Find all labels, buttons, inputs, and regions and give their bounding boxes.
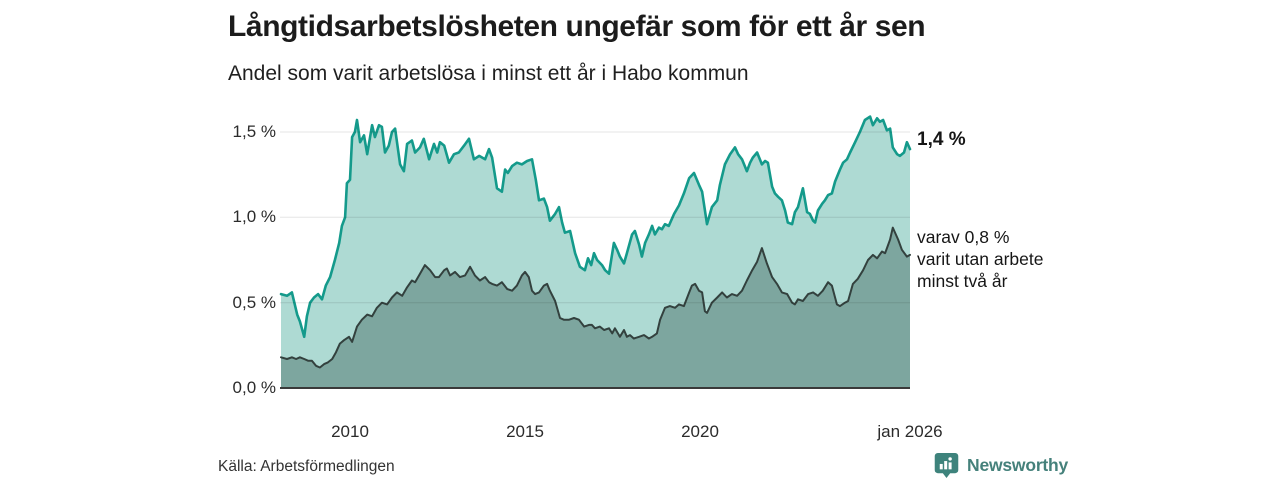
y-tick-0-5: 0,5 %: [232, 293, 276, 312]
chart-title: Långtidsarbetslösheten ungefär som för e…: [228, 10, 926, 43]
x-tick-2020: 2020: [681, 422, 719, 441]
x-tick-jan-2026: jan 2026: [877, 422, 943, 441]
series-area-1: [281, 227, 910, 388]
newsworthy-logo: Newsworthy: [933, 451, 1068, 479]
dark-series-annotation-line3: minst två år: [917, 271, 1008, 291]
series-line-0: [279, 115, 912, 339]
x-tick-2015: 2015: [506, 422, 544, 441]
dark-series-annotation-line1: varav 0,8 %: [917, 227, 1010, 247]
newsworthy-bubble-chart-icon: [934, 452, 959, 479]
source-label: Källa: Arbetsförmedlingen: [218, 458, 395, 475]
y-tick-1-0: 1,0 %: [232, 207, 276, 226]
latest-value-label: 1,4 %: [917, 129, 966, 150]
y-tick-0-0: 0,0 %: [232, 378, 276, 397]
dark-series-annotation-line2: varit utan arbete: [917, 249, 1044, 269]
chart-subtitle: Andel som varit arbetslösa i minst ett å…: [228, 62, 749, 85]
newsworthy-wordmark: Newsworthy: [967, 454, 1069, 475]
y-tick-1-5: 1,5 %: [232, 122, 276, 141]
series-line-1: [280, 226, 911, 369]
x-tick-2010: 2010: [331, 422, 369, 441]
dark-series-annotation: varav 0,8 % varit utan arbete minst två …: [917, 226, 1043, 292]
